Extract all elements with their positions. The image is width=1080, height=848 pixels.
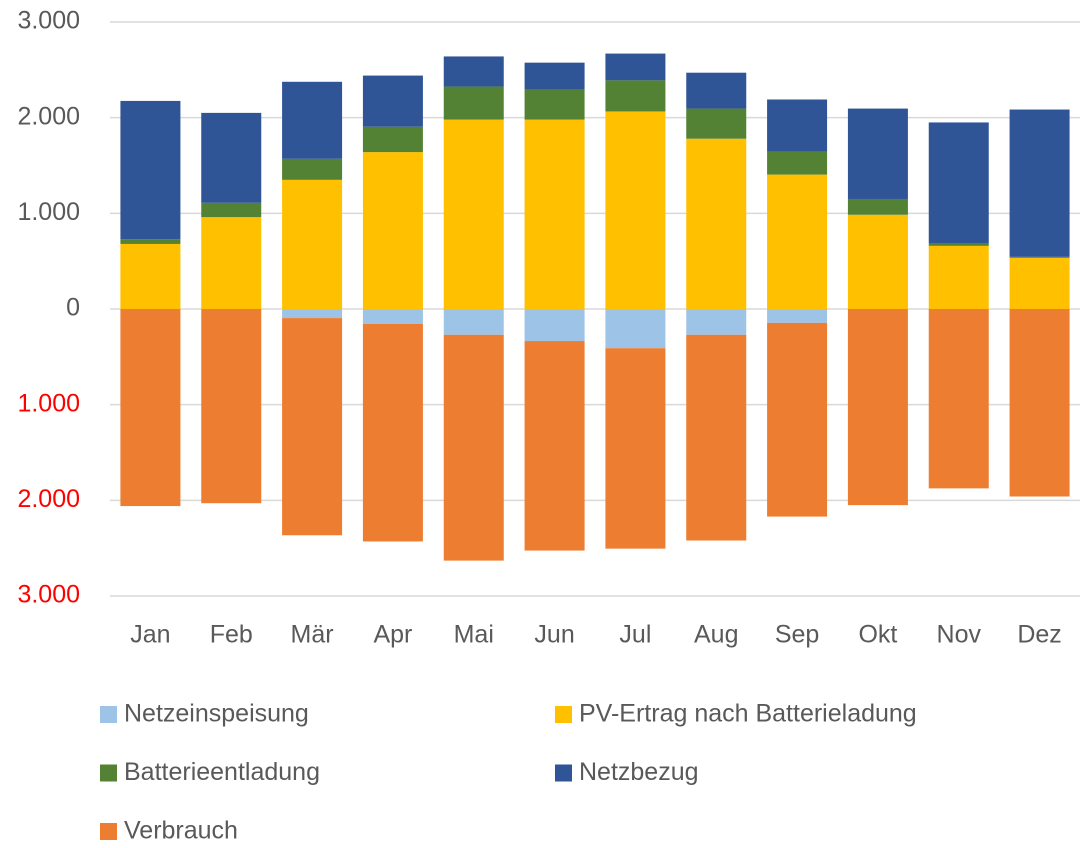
y-tick-label: 0 <box>66 294 80 322</box>
bar-segment <box>847 214 908 309</box>
legend-label: Verbrauch <box>124 817 238 845</box>
bar-segment <box>443 119 504 309</box>
bar-segment <box>605 111 666 309</box>
x-tick-label: Jul <box>619 621 651 649</box>
bar-segment <box>686 334 747 541</box>
bar-segment <box>605 309 666 349</box>
bar-segment <box>282 81 343 159</box>
bar-segment <box>767 151 828 175</box>
bar-segment <box>767 309 828 323</box>
bar-segment <box>362 309 423 324</box>
x-tick-label: Mär <box>291 621 334 649</box>
bar-segment <box>605 53 666 81</box>
x-tick-label: Apr <box>373 621 412 649</box>
bar-segment <box>605 80 666 112</box>
bar-segment <box>524 309 585 342</box>
x-tick-label: Jun <box>534 621 574 649</box>
bar-segment <box>686 72 747 109</box>
bar-segment <box>1009 109 1070 257</box>
y-tick-label: 3.000 <box>17 7 80 35</box>
bar-segment <box>120 243 181 309</box>
bar-segment <box>847 309 908 506</box>
bar-segment <box>443 86 504 120</box>
bar-segment <box>443 309 504 335</box>
legend-swatch <box>555 764 572 782</box>
x-tick-label: Dez <box>1017 621 1061 649</box>
x-tick-label: Jan <box>130 621 170 649</box>
legend-label: Batterieentladung <box>124 758 320 786</box>
bar-segment <box>201 112 262 203</box>
bar-segment <box>120 239 181 244</box>
y-tick-label: 1.000 <box>17 198 80 226</box>
x-tick-label: Okt <box>858 621 897 649</box>
x-tick-label: Mai <box>454 621 494 649</box>
legend-swatch <box>100 764 117 782</box>
bar-segment <box>201 309 262 504</box>
bar-segment <box>443 56 504 87</box>
bar-segment <box>362 323 423 542</box>
x-tick-label: Sep <box>775 621 819 649</box>
bar-segment <box>282 318 343 536</box>
bar-segment <box>1009 257 1070 309</box>
bar-segment <box>847 198 908 215</box>
bar-segment <box>767 99 828 152</box>
y-tick-label: 1.000 <box>17 389 80 417</box>
bar-segment <box>928 245 989 309</box>
bar-segment <box>928 309 989 489</box>
y-tick-label: 2.000 <box>17 102 80 130</box>
y-tick-label: 3.000 <box>17 581 80 609</box>
bar-segment <box>524 119 585 309</box>
x-tick-label: Nov <box>937 621 982 649</box>
x-tick-label: Aug <box>694 621 738 649</box>
bar-segment <box>362 152 423 309</box>
legend-swatch <box>100 823 117 840</box>
bar-segment <box>282 179 343 309</box>
bar-segment <box>1009 309 1070 497</box>
x-tick-label: Feb <box>210 621 253 649</box>
bar-segment <box>767 322 828 517</box>
bar-segment <box>120 309 181 507</box>
legend-label: Netzbezug <box>579 758 699 786</box>
bar-segment <box>524 341 585 551</box>
bar-segment <box>686 309 747 335</box>
bar-segment <box>605 348 666 549</box>
bar-segment <box>524 62 585 90</box>
bar-segment <box>847 108 908 199</box>
legend-label: Netzeinspeisung <box>124 700 309 728</box>
bar-segment <box>120 100 181 240</box>
y-tick-label: 2.000 <box>17 485 80 513</box>
bar-segment <box>201 217 262 309</box>
bar-segment <box>1009 256 1070 258</box>
bar-segment <box>524 89 585 120</box>
bar-segment <box>767 174 828 309</box>
bar-segment <box>686 108 747 139</box>
legend-label: PV-Ertrag nach Batterieladung <box>579 700 917 728</box>
bar-segment <box>362 75 423 127</box>
bar-segment <box>201 202 262 218</box>
bar-segment <box>282 158 343 180</box>
bar-segment <box>443 334 504 561</box>
bar-segment <box>282 309 343 319</box>
bar-segment <box>928 122 989 243</box>
bar-segment <box>928 242 989 246</box>
bar-segment <box>686 138 747 309</box>
legend-swatch <box>555 706 572 723</box>
bar-segment <box>362 126 423 153</box>
legend-swatch <box>100 706 117 723</box>
